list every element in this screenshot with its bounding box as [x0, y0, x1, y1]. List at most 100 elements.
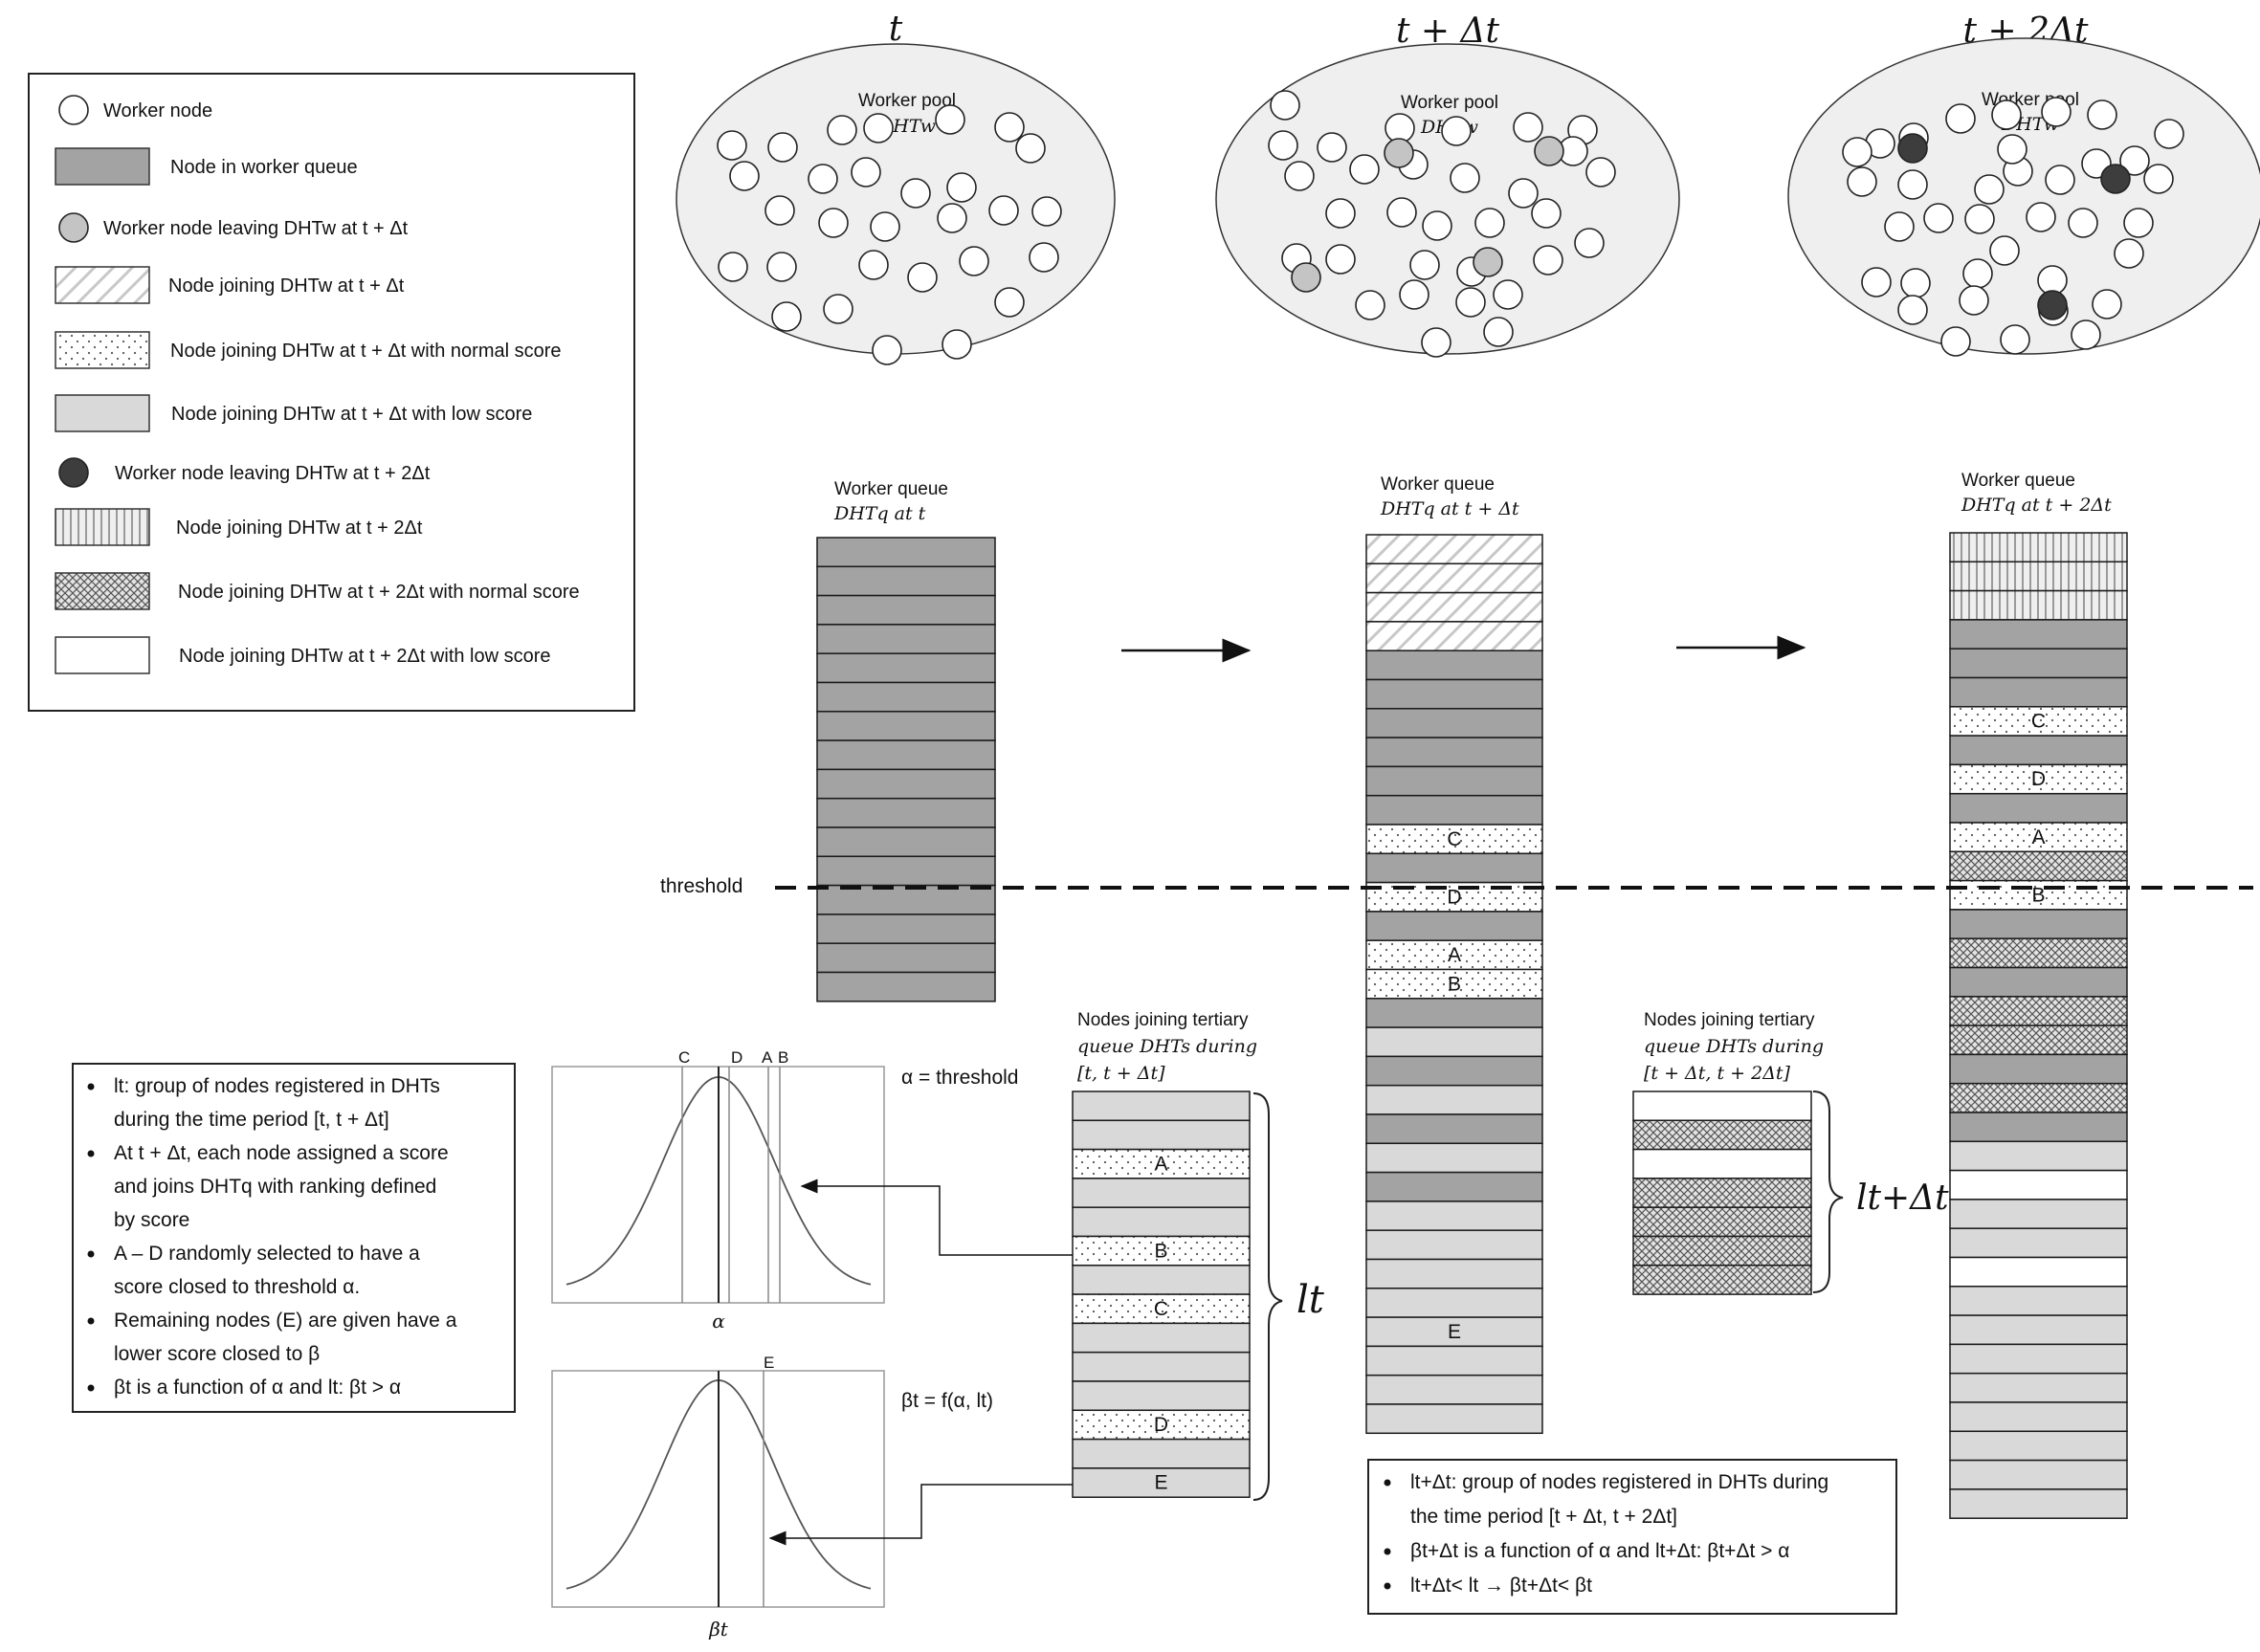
queue-cell: [1365, 1200, 1543, 1231]
worker-node: [2045, 165, 2075, 195]
queue-cell: [1365, 1113, 1543, 1145]
tertiary-queue-t: A B C D E: [1072, 1090, 1251, 1498]
worker-node: [988, 195, 1019, 226]
queue-node-label: B: [1448, 973, 1461, 995]
worker-node: [1847, 166, 1877, 197]
leaving-worker-node: [2100, 164, 2131, 194]
legend-label: Worker node leaving DHTw at t + 2Δt: [115, 463, 431, 484]
queue-subtitle-t-plus-2dt: DHTq at t + 2Δt: [1961, 495, 2112, 516]
queue-cell: [1949, 937, 2128, 969]
legend-label: Node joining DHTw at t + 2Δt: [176, 518, 423, 539]
queue-title-t-plus-2dt: Worker queue: [1961, 471, 2075, 491]
threshold-label: threshold: [660, 875, 742, 897]
brace-label-lt-plus-dt: lt+Δt: [1856, 1178, 1949, 1218]
marker-e: E: [764, 1354, 774, 1372]
note-line: during the time period [t, t + Δt]: [114, 1109, 389, 1131]
tertiary-title-line-1: Nodes joining tertiary: [1077, 1010, 1249, 1030]
worker-node: [1574, 228, 1605, 258]
queue-cell: [816, 652, 996, 684]
queue-cell: [1949, 589, 2128, 621]
worker-node: [1940, 326, 1971, 357]
queue-cell: [1632, 1235, 1812, 1267]
worker-node: [2114, 238, 2144, 269]
legend-label: Node in worker queue: [170, 157, 358, 178]
leaving-worker-node: [2037, 290, 2068, 320]
queue-cell: [816, 768, 996, 800]
queue-node-label: C: [2031, 711, 2046, 733]
worker-node: [1959, 285, 1989, 316]
queue-node-label: E: [1154, 1472, 1167, 1494]
worker-node: [2041, 97, 2072, 127]
worker-node: [729, 161, 760, 191]
queue-cell: [1365, 534, 1543, 565]
queue-cell: [1365, 1288, 1543, 1318]
marker-b: B: [778, 1048, 788, 1067]
worker-node: [1386, 197, 1417, 228]
worker-node: [2092, 289, 2122, 319]
worker-node: [1031, 196, 1062, 227]
tertiary-title-line-2: queue DHTs during: [1644, 1036, 1824, 1057]
queue-cell: [1949, 1112, 2128, 1143]
queue-cell: [816, 739, 996, 771]
worker-node: [1268, 130, 1298, 161]
legend-swatch: [58, 95, 89, 125]
queue-cell: [1949, 676, 2128, 708]
queue-cell: [1072, 1293, 1251, 1325]
worker-node: [1531, 198, 1562, 229]
queue-cell: [1949, 1430, 2128, 1462]
queue-node-label: D: [1154, 1414, 1168, 1436]
queue-cell: [1072, 1438, 1251, 1469]
worker-queue-t: [816, 537, 996, 1002]
notes-left: lt: group of nodes registered in DHTs dur…: [72, 1063, 516, 1413]
queue-node-label: D: [2031, 768, 2046, 790]
queue-cell: [1365, 1055, 1543, 1087]
queue-cell: [1072, 1380, 1251, 1412]
queue-node-label: A: [2031, 826, 2045, 848]
bullet-dot: [87, 1150, 95, 1157]
queue-cell: [1072, 1206, 1251, 1238]
worker-node: [766, 252, 797, 282]
queue-cell: [1365, 1316, 1543, 1348]
queue-node-label: E: [1448, 1321, 1461, 1343]
queue-cell: [1632, 1119, 1812, 1151]
worker-node: [1997, 134, 2027, 165]
queue-cell: [1949, 879, 2128, 911]
worker-node: [946, 172, 977, 203]
worker-node: [863, 113, 894, 143]
queue-cell: [1949, 1169, 2128, 1200]
worker-node: [872, 335, 902, 365]
note-line: At t + Δt, each node assigned a score: [114, 1142, 449, 1164]
tertiary-title-line-3: [t, t + Δt]: [1077, 1063, 1165, 1084]
worker-node: [827, 115, 857, 145]
worker-node: [2087, 99, 2117, 130]
worker-queue-t-plus-2dt: C D A B: [1949, 532, 2128, 1519]
note-line: Remaining nodes (E) are given have a: [114, 1310, 457, 1332]
worker-node: [1533, 245, 1563, 275]
queue-cell: [1949, 996, 2128, 1026]
note-line: A – D randomly selected to have a: [114, 1243, 420, 1265]
queue-cell: [1072, 1178, 1251, 1208]
queue-cell: [1949, 909, 2128, 939]
worker-queue-t-plus-dt: C D AB E: [1365, 534, 1543, 1435]
queue-cell: [816, 537, 996, 568]
queue-cell: [1365, 737, 1543, 768]
legend-swatch: [55, 266, 150, 304]
worker-node: [818, 208, 849, 238]
worker-node: [1842, 137, 1872, 167]
leaving-worker-node: [1384, 138, 1414, 168]
legend-label: Node joining DHTw at t + 2Δt with normal…: [178, 582, 580, 603]
queue-cell: [1949, 1488, 2128, 1519]
queue-cell: [816, 855, 996, 887]
legend-label: Worker node: [103, 100, 212, 121]
queue-cell: [816, 942, 996, 974]
queue-cell: [1632, 1206, 1812, 1238]
worker-node: [1945, 103, 1976, 134]
queue-cell: [1365, 852, 1543, 884]
worker-pool-t-plus-2dt: Worker pool DHTw: [1787, 37, 2260, 357]
queue-cell: [1365, 1229, 1543, 1261]
legend-label: Node joining DHTw at t + Δt with normal …: [170, 341, 562, 362]
worker-node: [1974, 174, 2005, 205]
note-line: βt+Δt is a function of α and lt+Δt: βt+Δ…: [1410, 1540, 1789, 1562]
queue-cell: [1949, 1256, 2128, 1288]
worker-node: [1317, 132, 1347, 163]
